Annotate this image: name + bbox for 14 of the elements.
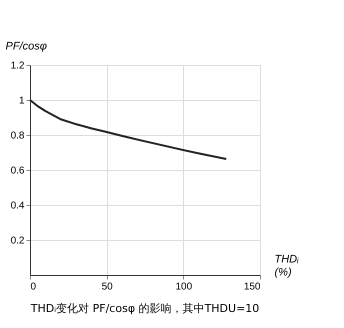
x-tick-label: 50 bbox=[102, 282, 114, 292]
x-tick-label: 100 bbox=[175, 282, 193, 292]
y-tick-label: 0.6 bbox=[10, 166, 25, 176]
y-tick-label: 0.2 bbox=[10, 236, 25, 246]
text: THDᵢ变化对 PF/cosφ 的影响，其中THDU=10 bbox=[30, 302, 260, 315]
y-axis-title: PF/cosφ bbox=[6, 40, 47, 52]
line-series bbox=[29, 99, 228, 160]
x-tick-label: 150 bbox=[244, 282, 261, 292]
y-tick-label: 0.8 bbox=[10, 130, 25, 142]
x-axis-title: THDᵢ (%) bbox=[274, 254, 300, 278]
y-tick-label: 1.2 bbox=[10, 60, 25, 72]
x-tick-label: 0 bbox=[30, 282, 36, 292]
y-tick-label: 1 bbox=[18, 96, 25, 106]
y-tick-label: 0.4 bbox=[10, 200, 25, 212]
